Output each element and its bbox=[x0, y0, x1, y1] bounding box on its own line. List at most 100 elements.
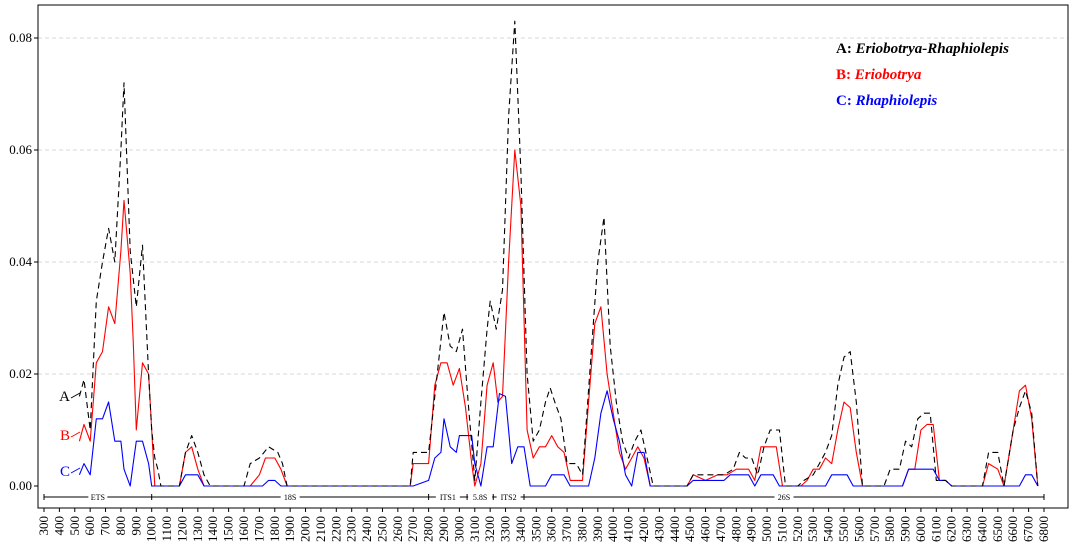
region-label-bg bbox=[774, 492, 794, 502]
gridlines bbox=[38, 37, 1068, 375]
curve-label-leader bbox=[70, 431, 81, 438]
x-tick-label: 2100 bbox=[313, 516, 328, 542]
region-annotations: ETS 18S ITS1 5.8S ITS2 26S bbox=[43, 492, 1045, 502]
x-tick-label: 5300 bbox=[805, 516, 820, 542]
x-tick-label: 5100 bbox=[774, 516, 789, 542]
x-tick-label: 4200 bbox=[636, 516, 651, 542]
region-label-58s: 5.8S bbox=[473, 493, 487, 502]
y-tick-label: 0.04 bbox=[9, 254, 32, 269]
x-tick-label: 800 bbox=[113, 516, 128, 536]
x-tick-label: 700 bbox=[98, 516, 113, 536]
legend-series-name: Eriobotrya bbox=[854, 67, 922, 83]
region-label-bg bbox=[280, 492, 300, 502]
legend-series-name: Rhaphiolepis bbox=[855, 93, 938, 109]
x-tick-label: 2500 bbox=[374, 516, 389, 542]
x-tick-label: 3900 bbox=[590, 516, 605, 542]
x-tick-label: 1900 bbox=[282, 516, 297, 542]
region-label-its2: ITS2 bbox=[501, 493, 517, 502]
x-tick-label: 1800 bbox=[267, 516, 282, 542]
series-line-c bbox=[78, 390, 1039, 487]
x-tick-label: 3600 bbox=[544, 516, 559, 542]
legend-key: A: bbox=[836, 41, 856, 57]
x-tick-label: 5200 bbox=[790, 516, 805, 542]
x-tick-label: 4800 bbox=[728, 516, 743, 542]
x-tick-label: 3100 bbox=[467, 516, 482, 542]
x-tick-label: 2600 bbox=[390, 516, 405, 542]
legend-entry-a: A: Eriobotrya-Rhaphiolepis bbox=[836, 41, 1009, 57]
x-tick-label: 600 bbox=[82, 516, 97, 536]
x-tick-label: 5900 bbox=[898, 516, 913, 542]
x-tick-label: 4700 bbox=[713, 516, 728, 542]
x-tick-label: 500 bbox=[67, 516, 82, 536]
x-tick-label: 4900 bbox=[744, 516, 759, 542]
y-tick-label: 0.08 bbox=[9, 30, 32, 45]
x-tick-label: 5400 bbox=[821, 516, 836, 542]
curve-label-b: B bbox=[60, 428, 70, 444]
x-tick-label: 4000 bbox=[605, 516, 620, 542]
x-tick-label: 300 bbox=[36, 516, 51, 536]
x-tick-label: 3400 bbox=[513, 516, 528, 542]
region-label-18s: 18S bbox=[284, 493, 296, 502]
x-tick-label: 5800 bbox=[882, 516, 897, 542]
x-tick-label: 1300 bbox=[190, 516, 205, 542]
curve-label-c: C bbox=[60, 464, 70, 480]
x-tick-label: 3500 bbox=[528, 516, 543, 542]
x-tick-label: 6400 bbox=[974, 516, 989, 542]
x-tick-label: 1500 bbox=[221, 516, 236, 542]
x-tick-label: 6100 bbox=[928, 516, 943, 542]
x-tick-label: 4300 bbox=[651, 516, 666, 542]
x-tick-label: 6800 bbox=[1036, 516, 1051, 542]
plot-frame bbox=[37, 4, 1069, 509]
curve-label-leader bbox=[70, 467, 81, 474]
x-tick-label: 1400 bbox=[205, 516, 220, 542]
curve-label-leader bbox=[70, 392, 81, 399]
curve-label-a: A bbox=[59, 389, 70, 405]
region-label-bg bbox=[435, 492, 460, 502]
x-tick-label: 2900 bbox=[436, 516, 451, 542]
series-line-a bbox=[78, 20, 1039, 487]
x-tick-label: 5600 bbox=[851, 516, 866, 542]
x-tick-label: 6200 bbox=[944, 516, 959, 542]
x-tick-label: 2800 bbox=[421, 516, 436, 542]
x-tick-label: 400 bbox=[51, 516, 66, 536]
x-tick-label: 5500 bbox=[836, 516, 851, 542]
x-tick-label: 1700 bbox=[251, 516, 266, 542]
x-tick-label: 2400 bbox=[359, 516, 374, 542]
x-tick-label: 3200 bbox=[482, 516, 497, 542]
legend-series-name: Eriobotrya-Rhaphiolepis bbox=[855, 41, 1010, 57]
x-tick-label: 4500 bbox=[682, 516, 697, 542]
region-label-bg bbox=[88, 492, 108, 502]
x-tick-label: 1000 bbox=[144, 516, 159, 542]
x-tick-label: 4600 bbox=[698, 516, 713, 542]
legend-entry-c: C: Rhaphiolepis bbox=[836, 93, 937, 109]
x-tick-label: 6700 bbox=[1021, 516, 1036, 542]
x-tick-label: 6300 bbox=[959, 516, 974, 542]
legend-key: B: bbox=[836, 67, 855, 83]
data-series: A B C bbox=[59, 20, 1039, 487]
legend-entry-b: B: Eriobotrya bbox=[836, 67, 922, 83]
x-tick-label: 2000 bbox=[298, 516, 313, 542]
x-tick-label: 3300 bbox=[498, 516, 513, 542]
x-tick-label: 900 bbox=[128, 516, 143, 536]
x-tick-label: 3800 bbox=[574, 516, 589, 542]
x-tick-label: 1100 bbox=[159, 516, 174, 542]
x-tick-label: 5700 bbox=[867, 516, 882, 542]
region-label-its1: ITS1 bbox=[440, 493, 456, 502]
x-tick-label: 6500 bbox=[990, 516, 1005, 542]
y-tick-label: 0.00 bbox=[9, 478, 32, 493]
x-tick-label: 3000 bbox=[451, 516, 466, 542]
x-tick-label: 3700 bbox=[559, 516, 574, 542]
x-tick-label: 6000 bbox=[913, 516, 928, 542]
region-label-26s: 26S bbox=[778, 493, 790, 502]
x-tick-label: 2200 bbox=[328, 516, 343, 542]
x-tick-label: 2700 bbox=[405, 516, 420, 542]
y-tick-label: 0.06 bbox=[9, 142, 32, 157]
x-tick-label: 6600 bbox=[1005, 516, 1020, 542]
region-label-bg bbox=[496, 492, 521, 502]
x-tick-label: 5000 bbox=[759, 516, 774, 542]
x-tick-label: 4100 bbox=[621, 516, 636, 542]
series-line-b bbox=[78, 149, 1039, 487]
x-tick-label: 4400 bbox=[667, 516, 682, 542]
